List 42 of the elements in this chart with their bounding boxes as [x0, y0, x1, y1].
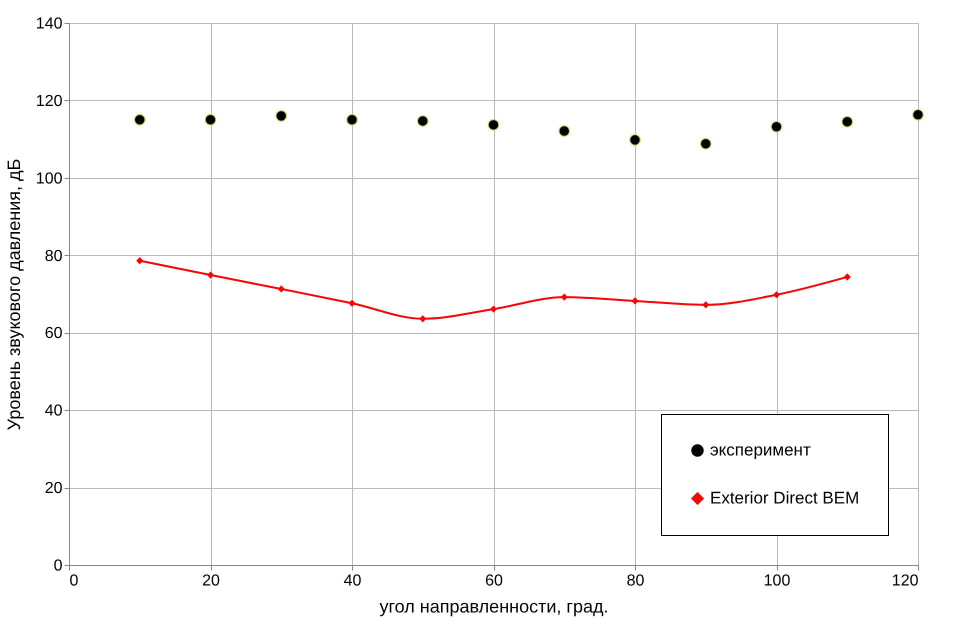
point [770, 121, 782, 132]
point [842, 116, 853, 128]
point [134, 114, 146, 126]
point [419, 315, 426, 322]
point [488, 119, 500, 131]
y-tick-label: 0 [54, 558, 63, 574]
x-tick-label: 120 [892, 572, 919, 590]
point [631, 297, 639, 305]
point [204, 114, 216, 126]
x-tick-label: 40 [344, 572, 362, 590]
point [844, 273, 851, 280]
x-tick-label: 20 [202, 572, 220, 590]
x-tick-label: 0 [70, 572, 78, 590]
y-tick-label: 140 [36, 16, 63, 32]
point [912, 109, 924, 120]
point [276, 110, 287, 122]
point [558, 125, 570, 137]
point [629, 134, 641, 146]
point [417, 115, 428, 127]
y-tick-label: 120 [36, 92, 63, 110]
point [772, 291, 780, 298]
point [702, 301, 710, 308]
y-tick-label: 100 [36, 170, 63, 188]
point [348, 300, 356, 307]
y-tick-label: 80 [44, 248, 63, 265]
x-tick-label: 100 [764, 572, 790, 590]
y-tick-label: 60 [44, 325, 63, 342]
point [490, 306, 498, 313]
point [560, 294, 568, 301]
point [700, 138, 712, 150]
x-tick-label: 60 [485, 572, 503, 590]
x-axis-title: угол направленности, град. [380, 596, 608, 616]
y-axis-title: Уровень звукового давления, дБ [4, 158, 24, 430]
y-tick-label: 20 [44, 480, 63, 498]
x-tick-label: 80 [626, 572, 644, 590]
point [206, 271, 214, 279]
legend-label: Exterior Direct BEM [710, 488, 860, 508]
point [346, 114, 358, 126]
point [278, 285, 285, 293]
point [136, 257, 144, 264]
y-tick-label: 40 [44, 402, 63, 420]
legend-label: эксперимент [710, 440, 811, 460]
